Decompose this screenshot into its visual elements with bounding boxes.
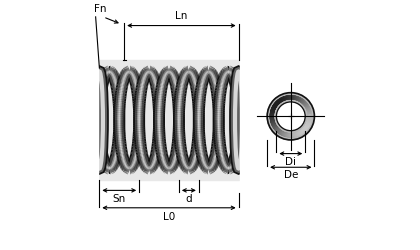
Text: Sn: Sn bbox=[113, 194, 126, 204]
Text: De: De bbox=[284, 170, 298, 180]
Bar bbox=[100, 60, 239, 180]
Text: Fn: Fn bbox=[94, 4, 107, 14]
Text: L0: L0 bbox=[163, 212, 175, 222]
Text: d: d bbox=[186, 194, 192, 204]
Circle shape bbox=[276, 102, 305, 131]
Text: Ln: Ln bbox=[175, 10, 188, 20]
Text: Di: Di bbox=[285, 156, 296, 166]
